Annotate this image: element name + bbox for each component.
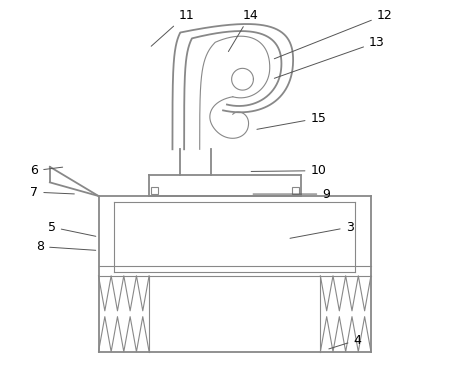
Text: 12: 12 xyxy=(274,9,392,59)
Text: 4: 4 xyxy=(329,334,361,349)
Text: 8: 8 xyxy=(36,240,96,253)
Text: 13: 13 xyxy=(274,36,385,78)
Text: 6: 6 xyxy=(30,164,63,177)
Bar xyxy=(151,187,158,194)
Bar xyxy=(292,187,299,194)
Text: 15: 15 xyxy=(257,112,326,129)
Text: 7: 7 xyxy=(30,185,74,199)
Text: 3: 3 xyxy=(290,221,354,238)
Text: 14: 14 xyxy=(228,9,258,52)
Text: 10: 10 xyxy=(251,164,326,177)
Text: 5: 5 xyxy=(48,221,96,236)
Text: 11: 11 xyxy=(151,9,194,46)
Text: 9: 9 xyxy=(253,187,330,201)
